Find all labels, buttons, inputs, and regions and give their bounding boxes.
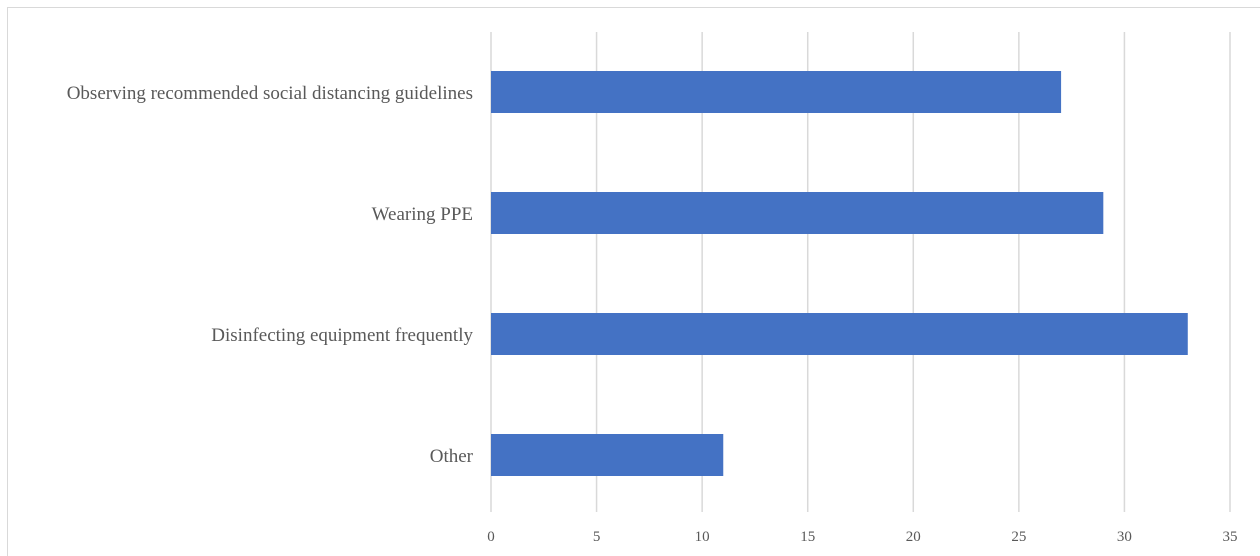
bar-4 [491,434,724,476]
x-axis-tick-labels: 0 5 10 15 20 25 30 35 [487,529,1237,545]
gridlines [490,32,1231,512]
x-tick-label-0: 0 [487,529,495,545]
category-label-4: Other [430,446,474,467]
category-label-3: Disinfecting equipment frequently [211,325,473,346]
x-tick-label-35: 35 [1223,529,1238,545]
x-tick-label-30: 30 [1117,529,1132,545]
x-tick-label-25: 25 [1011,529,1026,545]
bar-1 [491,71,1062,113]
bar-2 [491,192,1104,234]
x-tick-label-5: 5 [593,529,601,545]
x-tick-label-10: 10 [695,529,710,545]
x-tick-label-15: 15 [800,529,815,545]
category-labels: Observing recommended social distancing … [67,83,474,467]
category-label-2: Wearing PPE [372,204,473,225]
bar-3 [491,313,1188,355]
bars [491,71,1188,476]
category-label-1: Observing recommended social distancing … [67,83,473,104]
x-tick-label-20: 20 [906,529,921,545]
